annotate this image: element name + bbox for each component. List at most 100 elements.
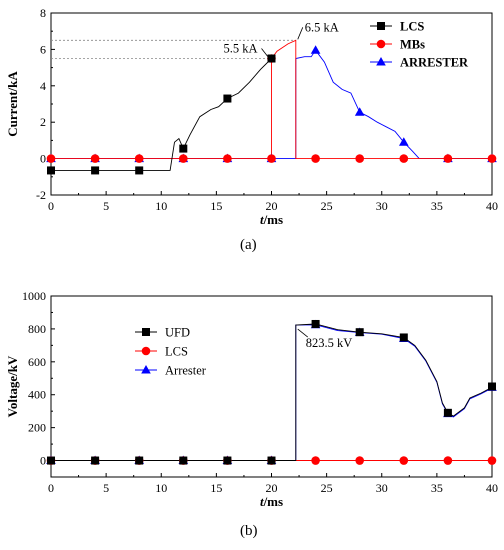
series-line-arrester — [51, 324, 493, 461]
marker-mbs — [134, 154, 144, 163]
legend-label: MBs — [400, 38, 425, 52]
legend-marker-mbs — [376, 39, 386, 49]
x-tick-label: 5 — [103, 199, 109, 213]
x-axis-label-unit: /ms — [263, 494, 284, 509]
marker-mbs — [267, 154, 276, 163]
annotation-label: 5.5 kA — [224, 42, 258, 56]
marker-mbs — [487, 154, 497, 163]
marker-ufd — [47, 456, 55, 465]
chart-0: 0 5 10 15 20 25 30 35 40-202468Current/kAt/ms5.5… — [5, 6, 498, 253]
legend-marker-arrester — [376, 57, 386, 66]
y-tick-label: 200 — [28, 421, 46, 435]
marker-ufd — [135, 456, 144, 465]
legend-label: UFD — [165, 326, 190, 340]
y-tick-label: 0 — [40, 152, 46, 166]
y-tick-label: 4 — [40, 79, 46, 93]
x-axis-label: t/ms — [260, 494, 283, 509]
marker-lcs — [355, 456, 365, 465]
annotation-arrow — [297, 27, 304, 40]
marker-arrester — [354, 107, 365, 116]
x-axis-label-var: t — [260, 212, 264, 227]
x-tick-label: 40 — [486, 199, 498, 213]
y-tick-label: -2 — [36, 188, 46, 202]
marker-mbs — [311, 154, 320, 163]
x-tick-label: 30 — [376, 481, 388, 495]
y-tick-label: 1000 — [22, 289, 46, 303]
marker-lcs — [91, 166, 100, 175]
x-tick-label: 35 — [431, 199, 443, 213]
marker-lcs — [487, 456, 497, 465]
x-axis-label-var: t — [260, 494, 264, 509]
legend: LCS MBs ARRESTER — [370, 20, 469, 70]
y-axis-label: Current/kA — [5, 71, 20, 137]
marker-mbs — [223, 154, 232, 163]
y-tick-label: 400 — [28, 388, 46, 402]
marker-ufd — [488, 382, 496, 391]
marker-ufd — [311, 319, 320, 328]
y-tick-label: 0 — [40, 454, 46, 468]
y-tick-label: 600 — [28, 355, 46, 369]
plot-frame — [50, 295, 493, 478]
marker-lcs — [399, 456, 409, 465]
x-tick-label: 25 — [321, 199, 333, 213]
marker-mbs — [46, 154, 56, 163]
marker-ufd — [443, 408, 452, 417]
marker-arrester — [399, 137, 409, 146]
marker-lcs — [179, 144, 188, 153]
x-tick-label: 30 — [376, 199, 388, 213]
x-tick-label: 20 — [266, 199, 278, 213]
series-line-ufd — [51, 323, 493, 461]
marker-lcs — [267, 54, 276, 63]
legend-marker-arrester — [141, 365, 151, 374]
x-tick-label: 0 — [48, 199, 54, 213]
marker-mbs — [355, 154, 365, 163]
x-tick-label: 10 — [155, 481, 167, 495]
legend-marker-lcs — [377, 22, 385, 30]
x-tick-label: 35 — [431, 481, 443, 495]
x-axis-label: t/ms — [260, 212, 283, 227]
y-tick-label: 2 — [40, 115, 46, 129]
legend-label: LCS — [400, 20, 424, 34]
marker-lcs — [47, 166, 55, 175]
marker-ufd — [399, 333, 408, 342]
marker-ufd — [355, 328, 364, 337]
x-tick-label: 15 — [210, 481, 222, 495]
marker-lcs — [223, 94, 232, 103]
chart-1: 0 5 10 15 20 25 30 35 4002004006008001000Voltage… — [5, 289, 498, 539]
legend-label: ARRESTER — [400, 56, 469, 70]
annotation-arrow — [261, 48, 269, 58]
marker-ufd — [267, 456, 276, 465]
x-tick-label: 15 — [210, 199, 222, 213]
x-axis-label-unit: /ms — [263, 212, 284, 227]
legend-marker-lcs — [141, 346, 151, 356]
x-tick-label: 0 — [48, 481, 54, 495]
figure-caption: (b) — [240, 523, 258, 539]
annotation-label: 6.5 kA — [305, 20, 339, 34]
marker-mbs — [399, 154, 409, 163]
y-axis-label: Voltage/kV — [5, 355, 20, 417]
x-tick-label: 40 — [486, 481, 498, 495]
marker-mbs — [179, 154, 188, 163]
series-line-mbs — [51, 39, 492, 160]
legend-marker-ufd — [142, 328, 150, 336]
x-tick-label: 20 — [266, 481, 278, 495]
marker-ufd — [223, 456, 232, 465]
marker-ufd — [179, 456, 188, 465]
y-tick-label: 6 — [40, 42, 46, 56]
legend-label: LCS — [165, 345, 188, 359]
legend-label: Arrester — [165, 364, 207, 378]
y-tick-label: 800 — [28, 322, 46, 336]
marker-arrester — [310, 45, 321, 54]
x-tick-label: 10 — [155, 199, 167, 213]
marker-ufd — [91, 456, 100, 465]
figure-caption: (a) — [240, 237, 257, 253]
series-line-lcs — [51, 58, 272, 171]
y-tick-label: 8 — [40, 6, 46, 20]
marker-lcs — [311, 456, 320, 465]
marker-lcs — [135, 166, 144, 175]
annotation-arrow — [297, 328, 309, 338]
legend: UFD LCS Arrester — [135, 326, 207, 378]
x-tick-label: 5 — [103, 481, 109, 495]
marker-mbs — [90, 154, 100, 163]
